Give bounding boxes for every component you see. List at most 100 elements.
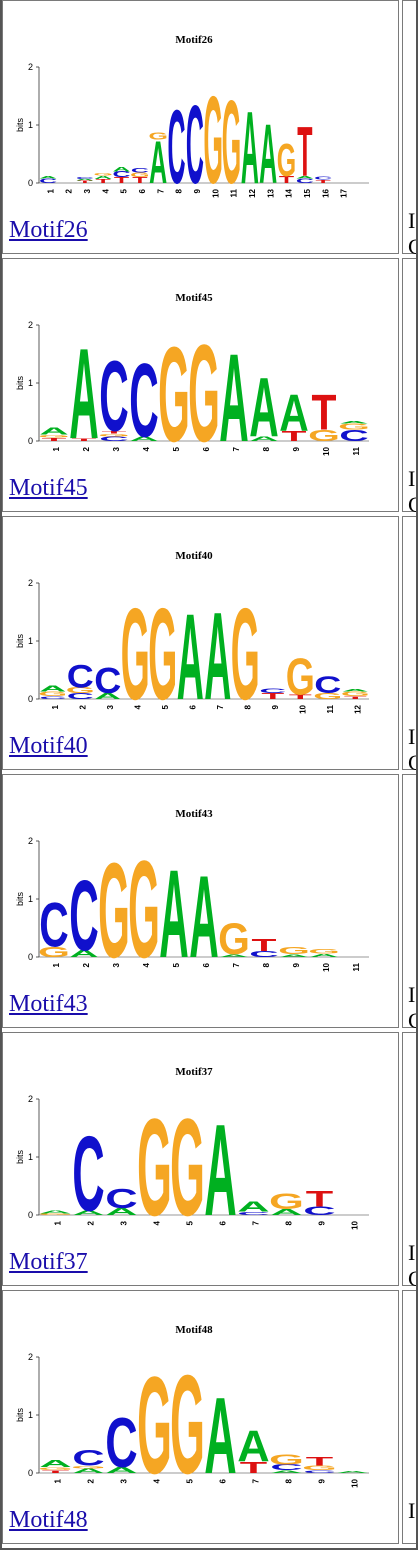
truncated-text: C [408,234,418,259]
motif-link[interactable]: Motif45 [9,475,88,501]
logo-letter: G [231,582,260,727]
logo-letter: G [222,76,241,209]
position-label: 14 [285,188,294,197]
position-label: 8 [285,1478,294,1483]
logo-letter: A [219,954,249,958]
y-tick-label: 2 [28,1094,33,1104]
logo-letter: T [282,428,307,444]
position-label: 4 [153,1220,162,1225]
logo-title: Motif48 [175,1324,213,1336]
position-label: 4 [153,1478,162,1483]
y-axis-label: bits [15,892,25,907]
position-label: 3 [112,446,121,451]
position-label: 10 [322,962,331,971]
y-tick-label: 0 [28,694,33,704]
info-cell [402,258,418,512]
motif-row: Motif43 0 1 2 bits G C 1 A C 2 G 3 G 4 A 5 A 6 A G 7 C T 8 A G 9 A G 1… [0,772,418,1033]
logo-letter: A [129,435,158,442]
y-tick-label: 1 [28,378,33,388]
logo-title: Motif26 [175,34,213,46]
position-label: 10 [351,1478,360,1487]
logo-title: Motif37 [175,1066,213,1078]
info-cell [402,774,418,1028]
logo-letter: A [204,1375,236,1497]
logo-letter: A [72,1467,104,1474]
logo-title: Motif45 [175,292,213,304]
logo-letter: C [39,177,57,184]
motif-link[interactable]: Motif48 [9,1507,88,1533]
motif-link[interactable]: Motif40 [9,733,88,759]
logo-letter: G [38,690,67,697]
logo-cell: Motif26 0 1 2 bits C A 1 2 T A C 3 T A G 4 T C A 5 T G C 6 A G 7 C 8 C… [2,0,399,254]
position-label: 9 [292,962,301,967]
logo-letter: A [336,1471,368,1474]
logo-letter: C [303,1204,335,1218]
motif-link[interactable]: Motif37 [9,1249,88,1275]
logo-letter: C [94,661,121,701]
y-axis-label: bits [15,634,25,649]
logo-letter: A [249,435,278,442]
logo-letter: C [303,1469,335,1474]
logo-letter: T [96,178,111,184]
logo-letter: A [189,852,218,983]
logo-letter: G [302,1464,337,1471]
motif-row: Motif48 0 1 2 bits T G A 1 A G C 2 A C 3 G 4 G 5 A 6 T A 7 A C G 8 C G… [0,1288,418,1546]
position-label: 8 [285,1220,294,1225]
y-tick-label: 2 [28,836,33,846]
logo-letter: A [159,844,188,984]
truncated-text: C [408,492,418,517]
logo-letter: T [279,175,295,186]
position-label: 2 [87,1220,96,1225]
logo-letter: A [39,1209,71,1214]
logo-letter: G [341,690,370,697]
logo-letter: C [249,950,278,959]
logo-letter: G [38,434,70,438]
logo-letter: G [218,915,250,965]
logo-letter: G [98,433,130,437]
position-label: 6 [202,962,211,967]
logo-letter: G [128,832,160,987]
logo-cell: Motif40 0 1 2 bits C G A 1 C G C 2 A C 3 G 4 G 5 A 6 A 7 G 8 T C 9 T G… [2,516,399,770]
y-tick-label: 1 [28,1152,33,1162]
logo-letter: G [158,321,190,471]
logo-letter: G [148,131,167,142]
logo-letter: A [309,953,338,958]
motif-link[interactable]: Motif43 [9,991,88,1017]
position-label: 9 [318,1220,327,1225]
logo-letter: G [137,1090,172,1245]
position-label: 3 [120,1478,129,1483]
position-label: 2 [82,446,91,451]
position-label: 10 [211,188,220,197]
motif-link[interactable]: Motif26 [9,217,88,243]
position-label: 9 [193,188,202,193]
info-cell [402,1290,418,1544]
truncated-text: I [408,466,416,491]
logo-title: Motif40 [175,550,213,562]
logo-letter: A [296,175,314,180]
y-tick-label: 2 [28,578,33,588]
logo-letter: G [71,1465,106,1470]
info-cell [402,1032,418,1286]
logo-letter: A [270,1469,302,1474]
y-tick-label: 0 [28,436,33,446]
position-label: 4 [142,962,151,967]
logo-letter: A [279,383,308,442]
logo-letter: A [237,1199,269,1215]
logo-letter: C [99,340,128,453]
position-label: 9 [318,1478,327,1483]
y-tick-label: 0 [28,952,33,962]
position-label: 6 [188,704,197,709]
logo-letter: C [76,177,94,180]
logo-letter: T [102,430,127,434]
truncated-text: I [408,982,416,1007]
truncated-text: C [408,750,418,775]
logo-letter: G [93,172,112,177]
position-label: 6 [219,1478,228,1483]
y-tick-label: 0 [28,178,33,188]
logo-letter: T [306,1186,334,1211]
logo-letter: T [252,935,277,955]
logo-letter: G [313,692,342,701]
logo-letter: C [339,426,368,444]
